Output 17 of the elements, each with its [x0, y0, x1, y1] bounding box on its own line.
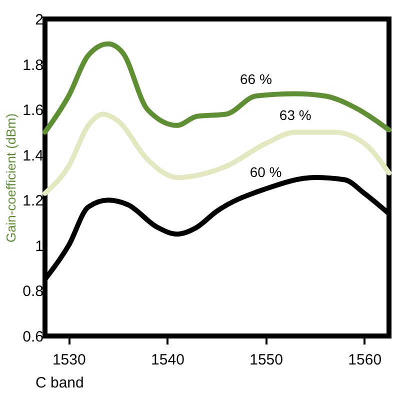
y-tick-label: 1 [35, 238, 44, 255]
series-label: 60 % [250, 164, 282, 180]
y-tick-label: 0.6 [22, 328, 44, 346]
x-tick-label: 1540 [151, 352, 184, 368]
y-tick-label: 1.6 [22, 102, 44, 120]
y-tick-label: 1.2 [22, 192, 44, 210]
y-tick-label: 1.4 [22, 147, 44, 164]
y-axis-title: Gain-coefficient (dBm) [4, 113, 19, 243]
y-tick-label: 0.8 [22, 283, 44, 300]
x-tick-label: 1530 [52, 352, 86, 368]
series-label: 63 % [279, 107, 312, 124]
x-tick-label: 1560 [348, 352, 382, 368]
series-label: 66 % [240, 70, 272, 87]
x-tick-label: 1550 [250, 352, 283, 368]
y-tick-label: 1.8 [22, 56, 44, 74]
y-tick-label: 2 [35, 12, 44, 28]
x-axis-title: C band [36, 374, 84, 392]
